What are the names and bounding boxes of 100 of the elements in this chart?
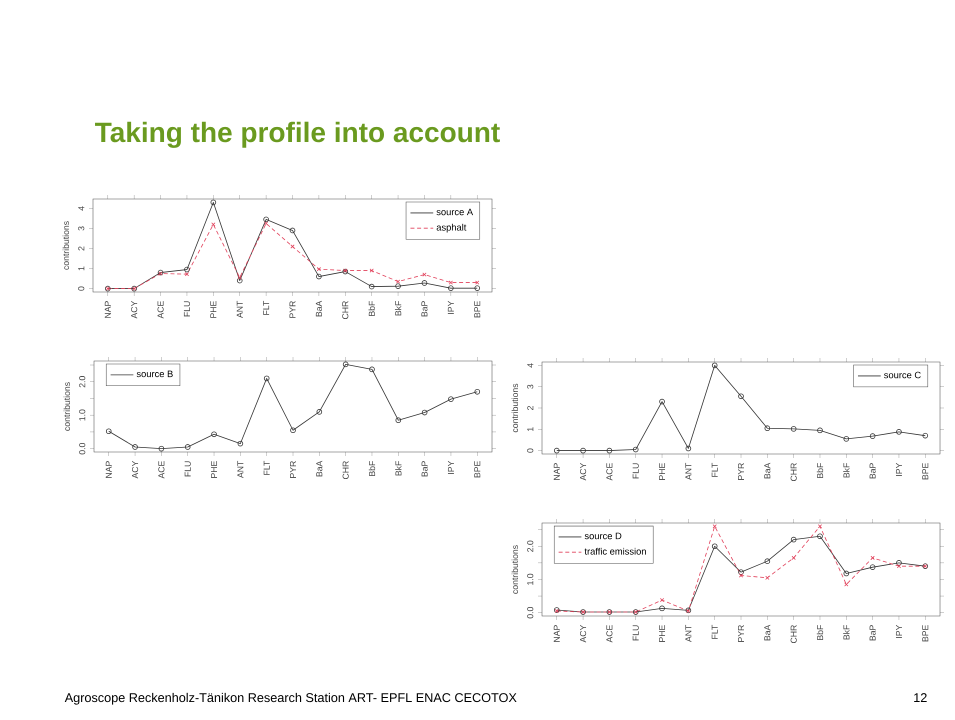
point bbox=[818, 524, 822, 528]
point bbox=[211, 431, 217, 438]
point bbox=[316, 267, 321, 272]
y-axis-title: contributions bbox=[62, 221, 69, 270]
y-tick-label: 1 bbox=[78, 266, 84, 270]
point bbox=[422, 272, 427, 277]
x-tick-label: ACE bbox=[606, 463, 612, 481]
legend-label: source D bbox=[584, 532, 622, 540]
x-tick-label: PHE bbox=[210, 301, 216, 318]
y-tick-label: 2.0 bbox=[79, 376, 86, 388]
point bbox=[790, 426, 796, 432]
point bbox=[158, 446, 164, 452]
y-tick-label: 2.0 bbox=[527, 540, 534, 552]
x-tick-label: BbF bbox=[368, 461, 376, 476]
legend-label: asphalt bbox=[436, 224, 466, 233]
x-tick-label: BbF bbox=[368, 301, 375, 316]
x-tick-label: BaA bbox=[316, 300, 322, 316]
point bbox=[764, 425, 770, 432]
point bbox=[448, 280, 453, 285]
point bbox=[184, 272, 190, 276]
x-tick-label: NAP bbox=[554, 625, 560, 642]
y-axis-title: contributions bbox=[64, 382, 70, 431]
point bbox=[712, 524, 717, 528]
y-tick-label: 1.0 bbox=[527, 574, 534, 585]
x-tick-label: PYR bbox=[290, 301, 296, 318]
point bbox=[184, 444, 191, 450]
point bbox=[738, 393, 744, 400]
x-tick-label: BkF bbox=[843, 463, 850, 478]
x-tick-label: BPE bbox=[474, 301, 480, 318]
legend-label: traffic emission bbox=[584, 548, 646, 555]
point bbox=[844, 582, 848, 587]
x-tick-label: ANT bbox=[236, 300, 243, 318]
point bbox=[422, 410, 428, 416]
y-tick-label: 1.0 bbox=[79, 410, 86, 421]
x-tick-label: ACE bbox=[158, 301, 164, 318]
x-tick-label: ANT bbox=[685, 624, 692, 642]
x-tick-label: PHE bbox=[659, 625, 666, 642]
x-tick-label: IPY bbox=[448, 460, 454, 474]
point bbox=[817, 428, 823, 434]
point bbox=[210, 200, 216, 206]
point bbox=[422, 280, 428, 286]
y-tick-label: 2 bbox=[78, 246, 84, 250]
y-axis-title: contributions bbox=[512, 384, 518, 432]
chart-title: Taking the profile into account bbox=[95, 122, 500, 148]
point bbox=[870, 556, 875, 560]
x-tick-label: CHR bbox=[790, 625, 797, 644]
x-tick-label: BaP bbox=[422, 461, 428, 476]
x-tick-label: ACY bbox=[132, 460, 138, 479]
point bbox=[844, 436, 850, 442]
y-tick-label: 0 bbox=[78, 286, 84, 291]
point bbox=[686, 446, 692, 452]
point bbox=[765, 576, 770, 580]
point bbox=[790, 536, 796, 542]
point bbox=[738, 569, 744, 575]
legend-label: source A bbox=[436, 208, 474, 216]
point bbox=[238, 440, 244, 446]
point bbox=[712, 543, 718, 550]
point bbox=[264, 221, 268, 226]
y-tick-label: 1 bbox=[527, 427, 534, 432]
point bbox=[342, 362, 348, 368]
x-tick-label: PHE bbox=[659, 463, 666, 480]
y-axis-title: contributions bbox=[512, 545, 518, 594]
point bbox=[236, 278, 243, 284]
x-tick-label: CHR bbox=[342, 461, 349, 480]
point bbox=[368, 284, 374, 290]
text: 12 bbox=[914, 693, 927, 702]
x-tick-label: FLU bbox=[632, 463, 639, 478]
x-tick-label: CHR bbox=[342, 301, 348, 320]
point bbox=[764, 558, 770, 564]
point bbox=[606, 448, 612, 454]
point bbox=[316, 409, 322, 415]
point bbox=[184, 266, 190, 272]
point bbox=[370, 268, 374, 273]
point bbox=[896, 564, 902, 568]
x-tick-label: IPY bbox=[448, 300, 454, 314]
x-tick-label: PYR bbox=[738, 625, 744, 642]
x-tick-label: FLT bbox=[712, 462, 718, 477]
point bbox=[290, 244, 295, 249]
x-tick-label: FLT bbox=[263, 300, 270, 315]
point bbox=[896, 560, 902, 566]
x-tick-label: BkF bbox=[395, 461, 402, 476]
x-tick-label: CHR bbox=[790, 463, 797, 482]
x-tick-label: ACY bbox=[580, 462, 586, 481]
point bbox=[264, 376, 270, 382]
x-tick-label: BPE bbox=[474, 461, 480, 478]
point bbox=[316, 274, 322, 280]
legend-label: source B bbox=[136, 370, 173, 378]
point bbox=[660, 598, 664, 602]
x-tick-label: FLU bbox=[184, 461, 191, 476]
x-tick-label: BPE bbox=[922, 625, 928, 642]
point bbox=[448, 285, 454, 291]
point bbox=[870, 564, 876, 570]
point bbox=[132, 444, 138, 450]
x-tick-label: ACE bbox=[158, 461, 164, 479]
point bbox=[870, 433, 876, 439]
x-tick-label: BaA bbox=[316, 460, 322, 476]
x-tick-label: BkF bbox=[843, 625, 850, 640]
point bbox=[369, 366, 375, 372]
x-tick-label: BPE bbox=[922, 463, 928, 480]
y-tick-label: 2 bbox=[527, 406, 534, 410]
